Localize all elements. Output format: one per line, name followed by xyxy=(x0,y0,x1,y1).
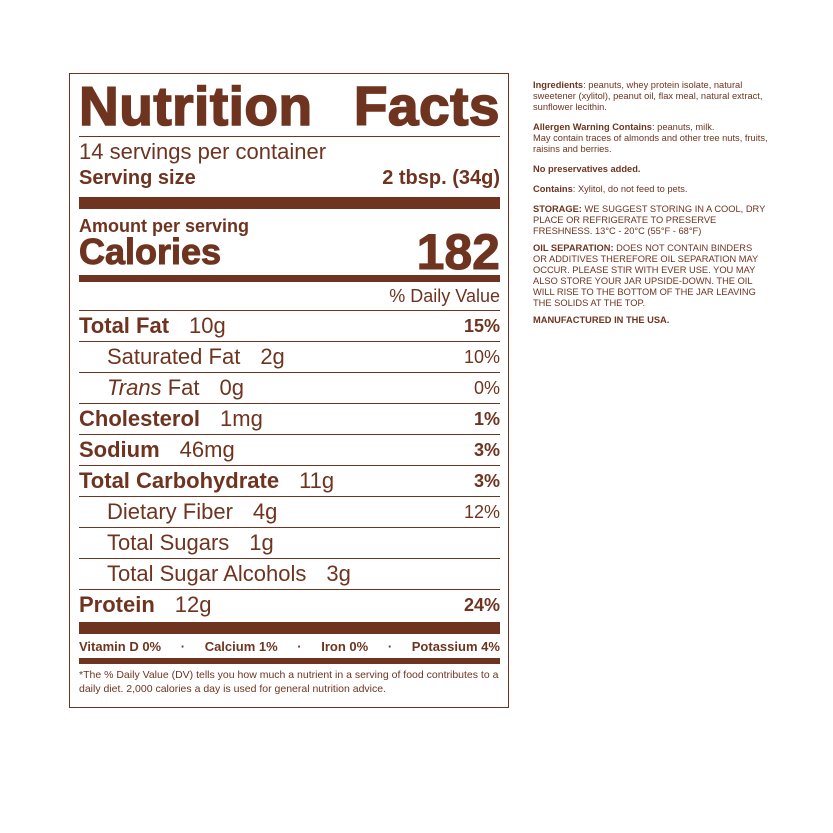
nutrient-amount: 0g xyxy=(219,375,244,400)
nutrient-name-amount: Total Fat 10g xyxy=(79,313,226,339)
nutrient-name-amount: Saturated Fat 2g xyxy=(107,344,285,370)
nutrient-row: Total Sugar Alcohols 3g xyxy=(79,559,500,590)
nutrient-name: Trans xyxy=(107,375,162,400)
thick-divider xyxy=(79,197,500,209)
nutrient-amount: 11g xyxy=(299,468,335,493)
nutrient-amount: 12g xyxy=(174,592,212,617)
label-title: Nutrition Facts xyxy=(78,75,500,137)
storage-info: STORAGE: WE SUGGEST STORING IN A COOL, D… xyxy=(533,204,766,236)
nutrient-row: Total Sugars 1g xyxy=(79,528,500,559)
allergen-warning: Allergen Warning Contains: peanuts, milk… xyxy=(533,122,768,154)
daily-value-header: % Daily Value xyxy=(79,282,500,311)
product-info: Ingredients: peanuts, whey protein isola… xyxy=(533,80,768,335)
contains-warning: Contains: Xylitol, do not feed to pets. xyxy=(533,184,688,194)
title-word: Nutrition xyxy=(78,75,313,137)
manufactured-in: MANUFACTURED IN THE USA. xyxy=(533,315,670,325)
nutrient-row: Sodium 46mg 3% xyxy=(79,435,500,466)
nutrient-daily-value: 0% xyxy=(473,377,500,398)
calories-value: 182 xyxy=(416,224,500,281)
calcium: Calcium 1% xyxy=(204,638,278,654)
nutrient-name: Total Sugars xyxy=(107,530,230,555)
nutrient-amount: 46mg xyxy=(179,437,235,462)
nutrient-amount: 1g xyxy=(249,530,274,555)
footnote: *The % Daily Value (DV) tells you how mu… xyxy=(79,669,499,695)
nutrient-amount: 1mg xyxy=(220,406,263,431)
nutrient-name-amount: Trans Fat 0g xyxy=(107,375,244,401)
divider xyxy=(79,136,500,137)
nutrient-name-amount: Sodium 46mg xyxy=(79,437,235,463)
nutrient-daily-value: 3% xyxy=(473,439,500,460)
nutrient-amount: 4g xyxy=(252,499,278,524)
nutrient-daily-value: 1% xyxy=(473,408,500,429)
nutrient-daily-value: 12% xyxy=(463,501,500,522)
nutrient-name: Sodium xyxy=(79,437,160,462)
title-word: Facts xyxy=(353,75,500,137)
serving-size-label: Serving size xyxy=(79,166,196,189)
nutrient-name: Cholesterol xyxy=(79,406,201,431)
nutrient-name: Total Carbohydrate xyxy=(79,468,280,493)
nutrient-amount: 2g xyxy=(260,344,285,369)
nutrient-name-amount: Cholesterol 1mg xyxy=(79,406,263,432)
nutrient-daily-value: 15% xyxy=(463,315,500,336)
calories-row: Calories 182 xyxy=(78,224,500,281)
nutrient-daily-value: 3% xyxy=(473,470,500,491)
nutrient-daily-value: 10% xyxy=(463,346,500,367)
potassium: Potassium 4% xyxy=(411,638,500,654)
nutrient-row: Total Fat 10g 15% xyxy=(79,311,500,342)
nutrient-name-amount: Dietary Fiber 4g xyxy=(107,499,277,525)
vitamin-d: Vitamin D 0% xyxy=(79,638,162,654)
nutrient-name-amount: Protein 12g xyxy=(79,592,212,618)
nutrient-name-amount: Total Sugar Alcohols 3g xyxy=(107,561,351,587)
nutrient-name-suffix: Fat xyxy=(161,375,200,400)
no-preservatives: No preservatives added. xyxy=(533,164,641,174)
nutrient-row: Trans Fat 0g 0% xyxy=(79,373,500,404)
nutrient-list: Total Fat 10g 15% Saturated Fat 2g 10% Trans F… xyxy=(79,311,500,620)
nutrient-daily-value: 24% xyxy=(463,594,500,615)
nutrient-name-amount: Total Carbohydrate 11g xyxy=(79,468,334,494)
medium-divider xyxy=(79,275,500,282)
nutrient-name: Protein xyxy=(79,592,155,617)
nutrient-row: Saturated Fat 2g 10% xyxy=(79,342,500,373)
serving-size-value: 2 tbsp. (34g) xyxy=(382,166,500,189)
oil-separation-info: OIL SEPARATION: DOES NOT CONTAIN BINDERS… xyxy=(533,243,759,308)
nutrient-name: Total Sugar Alcohols xyxy=(107,561,307,586)
nutrient-name: Total Fat xyxy=(79,313,170,338)
vitamins-row: Vitamin D 0% · Calcium 1% · Iron 0% · Potas… xyxy=(79,638,500,654)
medium-divider xyxy=(79,658,500,664)
calories-label: Calories xyxy=(78,231,222,273)
thick-divider xyxy=(79,622,500,634)
serving-size-row: Serving size 2 tbsp. (34g) xyxy=(79,163,500,193)
nutrient-amount: 3g xyxy=(326,561,351,586)
iron: Iron 0% xyxy=(321,638,369,654)
nutrient-name-amount: Total Sugars 1g xyxy=(107,530,274,556)
nutrient-row: Protein 12g 24% xyxy=(79,590,500,620)
nutrient-row: Cholesterol 1mg 1% xyxy=(79,404,500,435)
amount-per-serving: Amount per serving xyxy=(79,216,250,236)
nutrition-facts-label: Nutrition Facts 14 servings per containe… xyxy=(69,73,509,708)
nutrient-name: Saturated Fat xyxy=(107,344,241,369)
nutrient-row: Total Carbohydrate 11g 3% xyxy=(79,466,500,497)
nutrient-name: Dietary Fiber xyxy=(107,499,233,524)
ingredients: Ingredients: peanuts, whey protein isola… xyxy=(533,80,763,112)
nutrient-amount: 10g xyxy=(189,313,226,338)
servings-per-container: 14 servings per container xyxy=(79,139,327,164)
nutrient-row: Dietary Fiber 4g 12% xyxy=(79,497,500,528)
